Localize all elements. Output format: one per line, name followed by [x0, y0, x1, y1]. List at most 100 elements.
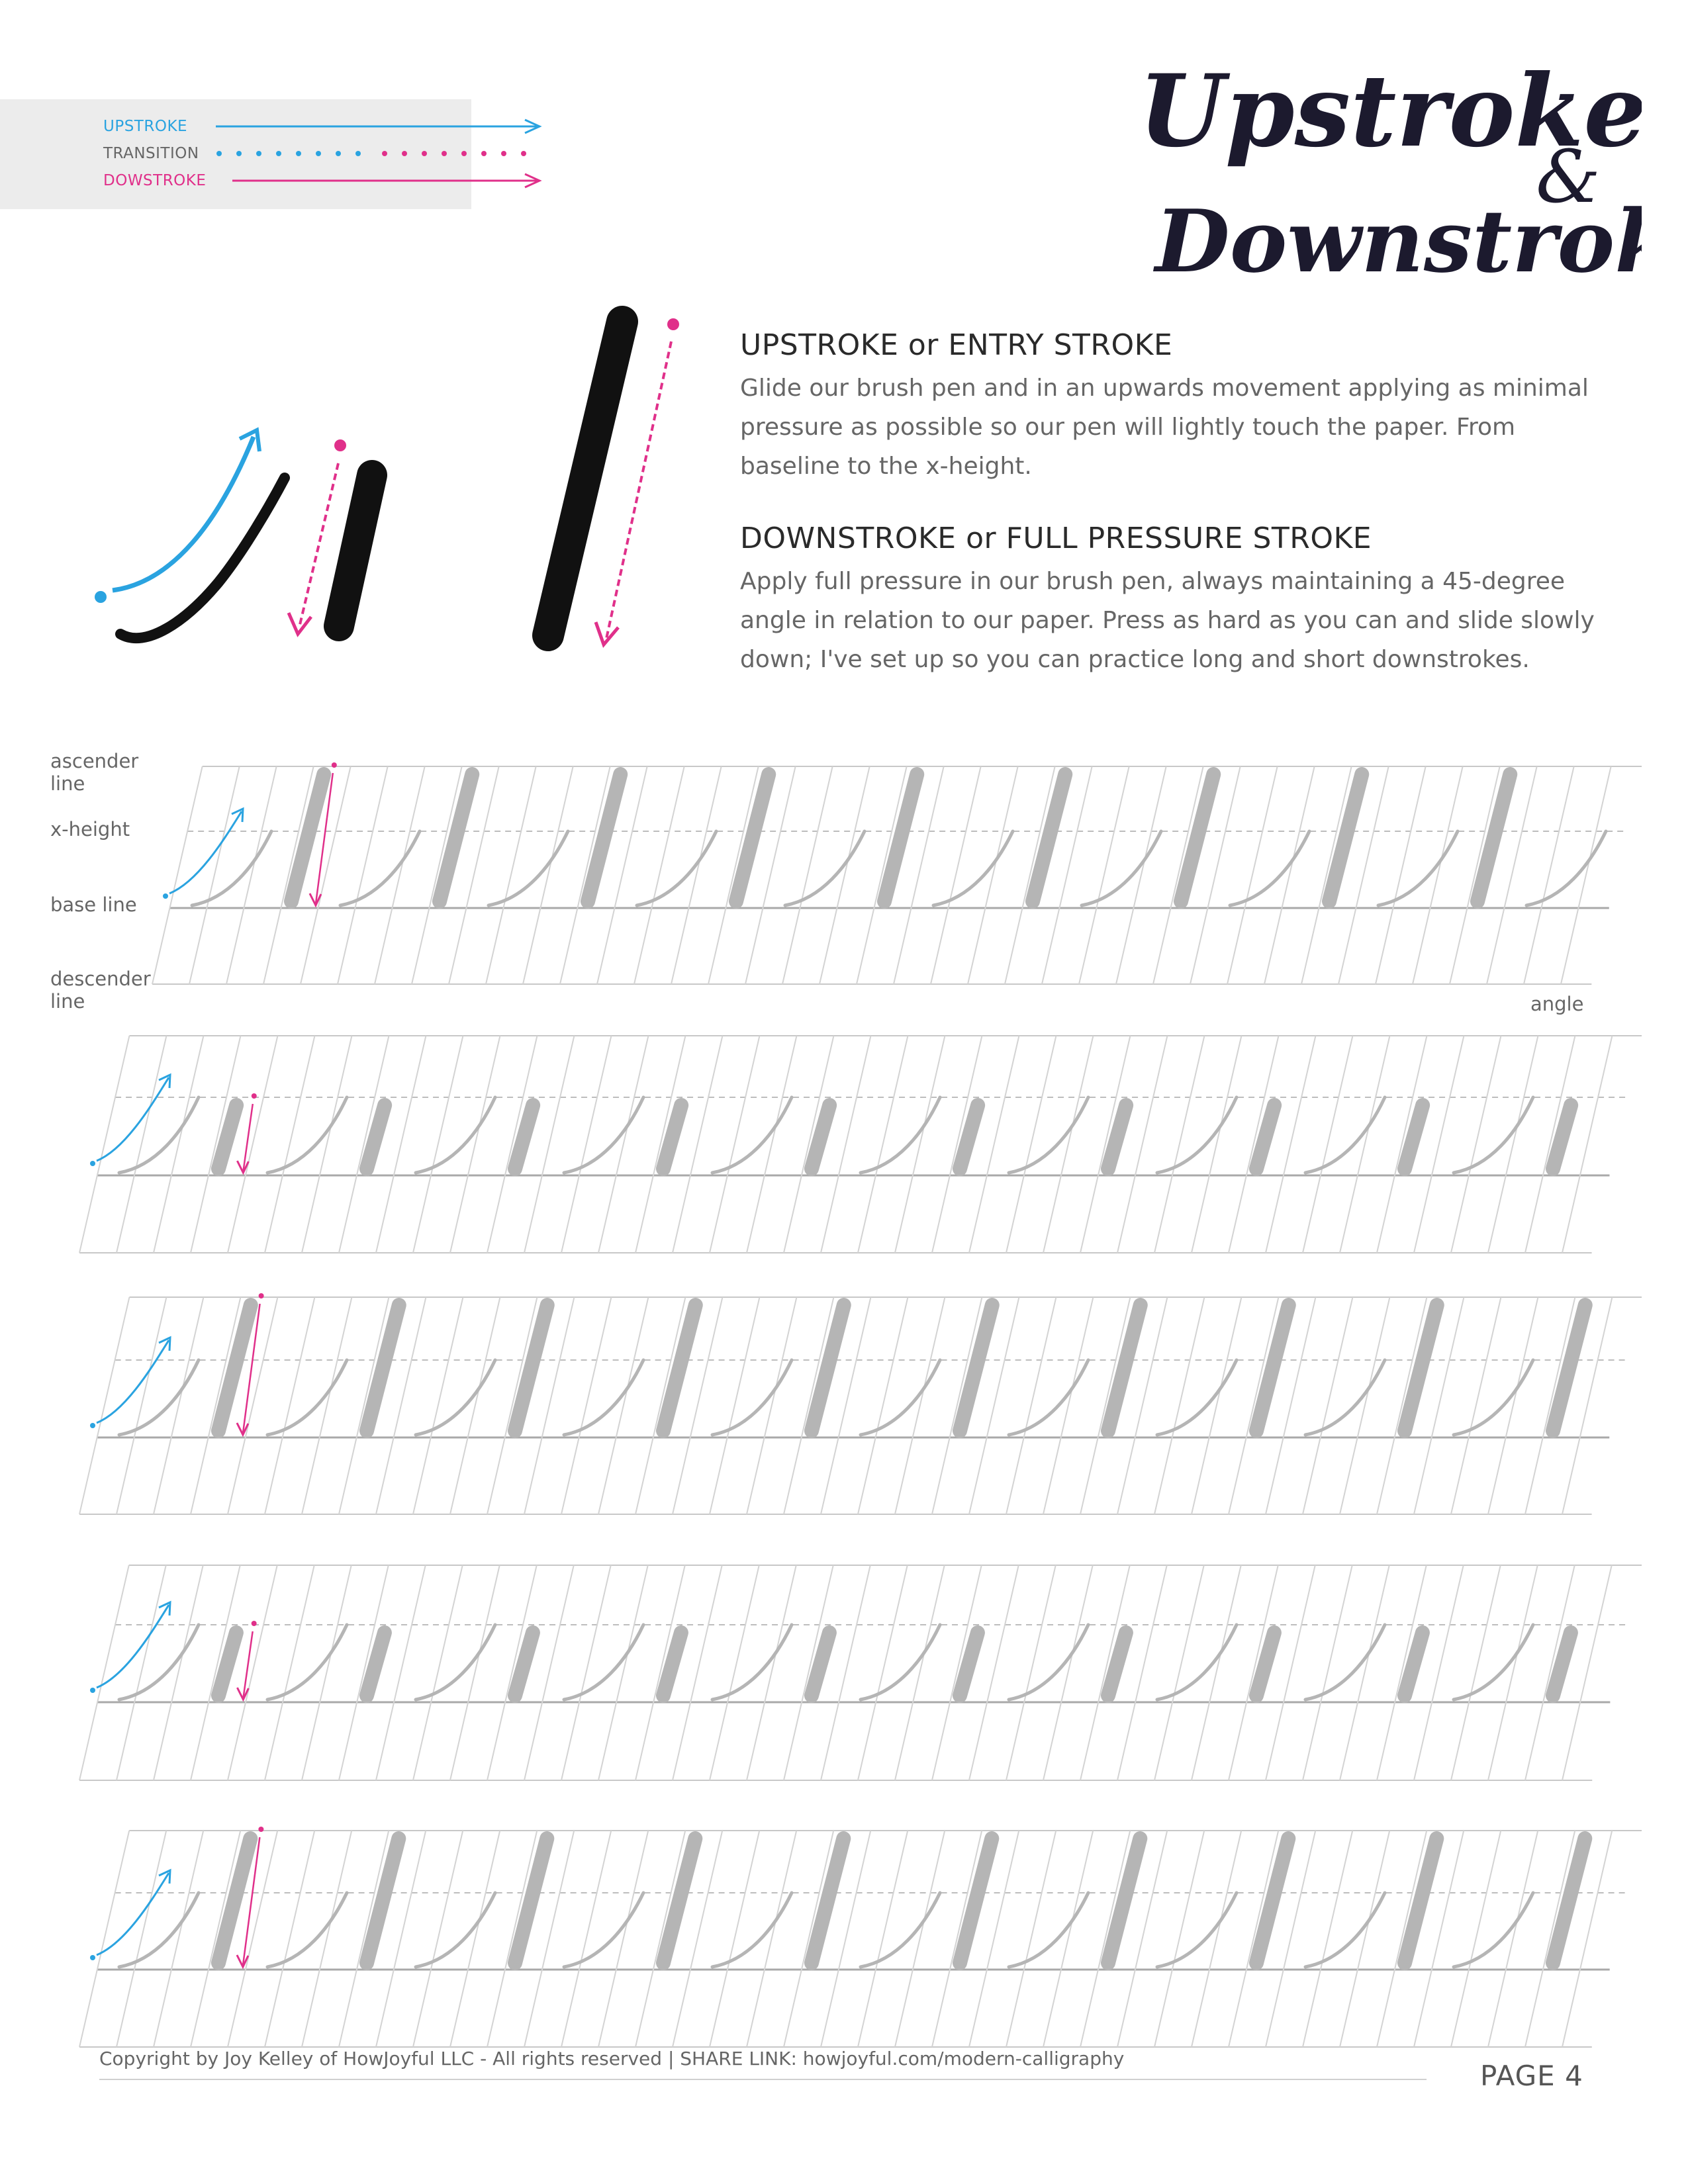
row-3-downstroke-guide [1546, 1298, 1593, 1438]
row-1-slant-line [1227, 766, 1278, 985]
row-5-upstroke-guide [562, 1891, 645, 1969]
row-2-slant-line [1228, 1035, 1280, 1253]
row-1-slant-line [411, 766, 463, 985]
row-1-slant-line [893, 766, 945, 985]
row-2-slant-line [116, 1035, 167, 1253]
row-4-slant-line [1117, 1565, 1168, 1781]
row-3-upstroke-arrowhead [158, 1336, 171, 1351]
row-2-downstroke-arrowhead [236, 1160, 250, 1175]
row-1-slant-line [819, 766, 870, 985]
row-4-slant-line [820, 1565, 871, 1781]
row-4-slant-line [1487, 1565, 1538, 1781]
row-5-slant-line [561, 1830, 612, 2048]
row-2-downstroke-guide [1546, 1098, 1579, 1176]
row-3-slant-line [1191, 1297, 1243, 1515]
row-1-slant-line [633, 766, 685, 985]
legend-transition-label: TRANSITION [103, 145, 199, 162]
row-3-slant-line [894, 1297, 946, 1515]
row-5-upstroke-guide [1155, 1891, 1239, 1969]
row-4-slant-line [635, 1565, 686, 1781]
row-4-slant-line [1450, 1565, 1501, 1781]
row-2-downstroke-guide [1101, 1098, 1134, 1176]
upstroke-arrow-icon [216, 118, 542, 134]
row-3-upstroke-guide [710, 1358, 794, 1437]
row-1-slant-line [337, 766, 389, 985]
row-2-slant-line [561, 1035, 612, 1253]
row-3-downstroke-guide [656, 1298, 703, 1438]
row-3-upstroke-guide [1303, 1358, 1387, 1437]
row-4-upstroke-guide [117, 1623, 201, 1702]
row-1-slant-line [1264, 766, 1315, 985]
legend-upstroke-label: UPSTROKE [103, 118, 188, 135]
row-4-downstroke-guide [1546, 1625, 1578, 1703]
title-line1: Upstroke [1139, 53, 1642, 169]
row-5-downstroke-guide [804, 1831, 851, 1970]
row-3-slant-line [857, 1297, 909, 1515]
row-3-slant-line [968, 1297, 1020, 1515]
row-5-slant-line [709, 1830, 761, 2048]
row-2-slant-line [746, 1035, 798, 1253]
row-1-slant-line [263, 766, 314, 985]
row-3-slant-line [1154, 1297, 1205, 1515]
row-3-upstroke-guide [562, 1358, 645, 1437]
row-3-downstroke-start-dot [258, 1293, 264, 1298]
row-4-slant-line [783, 1565, 834, 1781]
row-4-slant-line [1191, 1565, 1242, 1781]
row-5-slant-line [190, 1830, 242, 2048]
row-4-slant-line [672, 1565, 723, 1781]
row-4-slant-line [1562, 1565, 1613, 1781]
row-3-downstroke-guide [508, 1298, 555, 1438]
row-5-downstroke-arrowhead [236, 1954, 250, 1970]
row-4-downstroke-guide [656, 1625, 688, 1703]
row-2-slant-line [79, 1035, 130, 1253]
row-1-downstroke-arrowhead [308, 893, 322, 908]
row-5-slant-line [375, 1830, 427, 2048]
row-5-slant-line [894, 1830, 946, 2048]
row-4-downstroke-guide [359, 1625, 392, 1703]
row-4-upstroke-guide [859, 1623, 942, 1702]
row-3-slant-line [635, 1297, 686, 1515]
row-1-slant-line [596, 766, 648, 985]
row-4-upstroke-guide [1452, 1623, 1535, 1702]
row-5-downstroke-start-dot [258, 1827, 264, 1832]
row-4-slant-line [190, 1565, 241, 1781]
row-1-slant-line [856, 766, 908, 985]
row-3-slant-line [1524, 1297, 1576, 1515]
row-4-slant-line [894, 1565, 945, 1781]
legend-transition: TRANSITION [103, 144, 526, 163]
row-1-upstroke-guide [1080, 829, 1163, 907]
row-5-slant-line [153, 1830, 205, 2048]
row-4-downstroke-guide [1101, 1625, 1133, 1703]
row-4-upstroke-guide [710, 1623, 794, 1702]
row-1-upstroke-guide [1228, 829, 1311, 907]
row-5-slant-line [1080, 1830, 1131, 2048]
row-4-slant-line [1302, 1565, 1353, 1781]
row-5-upstroke-arrowhead [158, 1868, 171, 1884]
row-4-upstroke-guide [1155, 1623, 1239, 1702]
row-1-upstroke-guide [1524, 829, 1608, 907]
row-5-slant-line [1302, 1830, 1354, 2048]
row-1-slant-line [559, 766, 611, 985]
row-3-slant-line [1487, 1297, 1539, 1515]
row-2-slant-line [1487, 1035, 1539, 1253]
legend-upstroke: UPSTROKE [103, 116, 542, 136]
row-1-slant-line [782, 766, 833, 985]
row-4-slant-line [931, 1565, 982, 1781]
row-2-slant-line [1043, 1035, 1094, 1253]
row-4-slant-line [746, 1565, 797, 1781]
row-5-slant-line [1228, 1830, 1280, 2048]
row-3-downstroke-guide [1101, 1298, 1148, 1438]
row-5-slant-line [338, 1830, 390, 2048]
row-2-downstroke-guide [953, 1098, 986, 1176]
row-5-slant-line [598, 1830, 649, 2048]
row-3-downstroke-guide [804, 1298, 851, 1438]
row-1-slant-line [1412, 766, 1464, 985]
descender-line-label: descender line [50, 968, 151, 1013]
row-2-slant-line [338, 1035, 390, 1253]
row-2-upstroke-arrowhead [158, 1073, 171, 1089]
row-1-upstroke-start-dot [163, 893, 168, 899]
row-3-upstroke-guide [859, 1358, 942, 1437]
row-5-slant-line [1376, 1830, 1428, 2048]
stroke-demo-illustration [95, 306, 679, 651]
row-2-slant-line [672, 1035, 724, 1253]
